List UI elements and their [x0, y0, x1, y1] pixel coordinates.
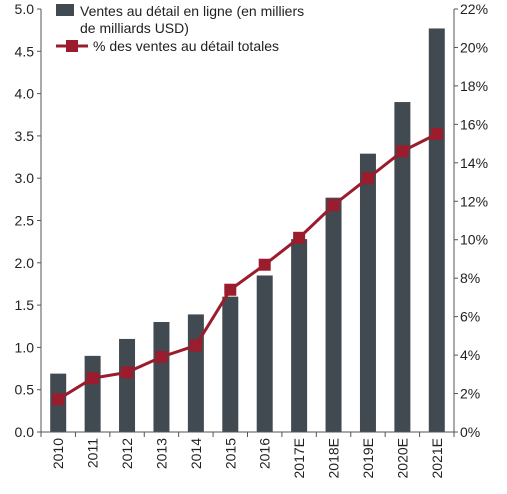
line-marker-2013 [155, 351, 168, 364]
line-marker-2018E [327, 199, 340, 212]
x-tick-label: 2021E [429, 438, 445, 478]
y-left-tick-label: 0.0 [15, 424, 35, 440]
y-right-tick-label: 14% [460, 155, 488, 171]
bar-2011 [84, 355, 101, 432]
y-right-tick-label: 20% [460, 39, 488, 55]
y-right-tick-label: 18% [460, 78, 488, 94]
x-tick-label: 2013 [153, 438, 169, 469]
line-marker-2019E [361, 172, 374, 185]
line-marker-2021E [430, 127, 443, 140]
x-tick-label: 2018E [326, 438, 342, 478]
y-right-tick-label: 6% [460, 309, 480, 325]
line-marker-2020E [396, 145, 409, 158]
bar-2015 [222, 296, 239, 432]
line-marker-2015 [224, 283, 237, 296]
y-right-tick-label: 0% [460, 424, 480, 440]
line-marker-2014 [189, 339, 202, 352]
x-tick-label: 2020E [394, 438, 410, 478]
legend-line-label: % des ventes au détail totales [93, 38, 279, 54]
bar-2018E [325, 197, 342, 432]
y-left-tick-label: 0.5 [15, 382, 35, 398]
line-marker-2011 [86, 372, 99, 385]
y-left-tick-label: 3.0 [15, 170, 35, 186]
y-left-tick-label: 5.0 [15, 1, 35, 17]
bar-2012 [119, 338, 136, 432]
line-percent-retail [57, 132, 438, 401]
line-marker-2010 [52, 393, 65, 406]
legend-bar-label-line1: Ventes au détail en ligne (en milliers [80, 3, 304, 19]
bar-2021E [428, 28, 445, 432]
y-right-tick-label: 22% [460, 1, 488, 17]
y-left-tick-label: 1.0 [15, 339, 35, 355]
x-tick-label: 2017E [291, 438, 307, 478]
legend-line-marker [66, 40, 78, 52]
y-left-tick-label: 3.5 [15, 128, 35, 144]
y-right-tick-label: 8% [460, 270, 480, 286]
y-left-tick-label: 2.0 [15, 255, 35, 271]
y-right-tick-label: 10% [460, 232, 488, 248]
y-left-tick-label: 1.5 [15, 297, 35, 313]
bar-2017E [291, 239, 308, 432]
y-right-tick-label: 16% [460, 116, 488, 132]
line-marker-2016 [258, 258, 271, 271]
line-marker-2017E [293, 231, 306, 244]
line-marker-2012 [121, 366, 134, 379]
x-tick-label: 2012 [119, 438, 135, 469]
legend-bar-swatch [56, 4, 74, 16]
x-tick-label: 2011 [85, 438, 101, 468]
x-tick-label: 2015 [222, 438, 238, 469]
bar-2014 [187, 314, 204, 432]
x-tick-label: 2019E [360, 438, 376, 478]
y-right-tick-label: 4% [460, 347, 480, 363]
legend-bar-label-line2: de milliards USD) [80, 20, 189, 36]
x-tick-label: 2016 [257, 438, 273, 469]
bar-2019E [359, 153, 376, 432]
x-tick-label: 2014 [188, 438, 204, 469]
bar-2020E [394, 102, 411, 432]
y-left-tick-label: 4.5 [15, 43, 35, 59]
y-right-tick-label: 12% [460, 193, 488, 209]
y-left-tick-label: 4.0 [15, 86, 35, 102]
bar-2016 [256, 275, 273, 432]
bar-2013 [153, 322, 170, 432]
x-tick-label: 2010 [50, 438, 66, 469]
y-left-tick-label: 2.5 [15, 213, 35, 229]
y-right-tick-label: 2% [460, 386, 480, 402]
